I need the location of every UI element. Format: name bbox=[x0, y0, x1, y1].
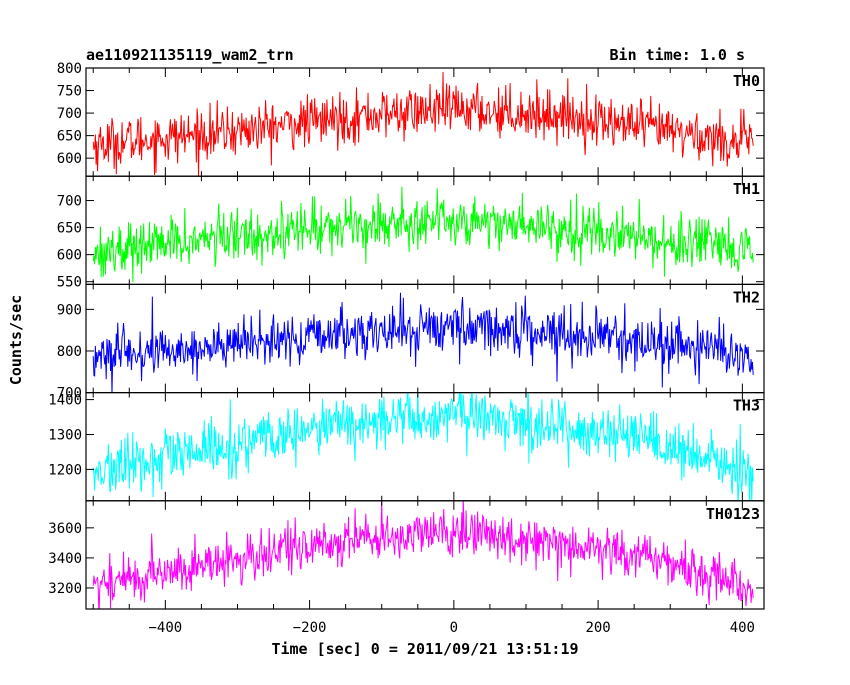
lightcurve-line-th3 bbox=[92, 392, 754, 501]
y-tick-label: 700 bbox=[57, 386, 82, 402]
x-tick-label: 400 bbox=[730, 620, 755, 636]
x-tick-label: −400 bbox=[148, 620, 182, 636]
y-tick-label: 1200 bbox=[48, 462, 82, 478]
lightcurve-line-th2 bbox=[92, 292, 754, 393]
panel-th3: 1200 1300 1400 TH3 bbox=[48, 392, 765, 502]
y-tick-label: 900 bbox=[57, 302, 82, 318]
panels-group: 600 650 700 750 800 TH0 550 600 650 700 TH1 700 800 9… bbox=[48, 61, 765, 636]
y-tick-label: 550 bbox=[57, 275, 82, 291]
y-tick-label: 3200 bbox=[48, 581, 82, 597]
panel-label: TH0123 bbox=[706, 505, 760, 523]
chart-title: ae110921135119_wam2_trn bbox=[86, 46, 294, 64]
x-tick-label: 200 bbox=[585, 620, 610, 636]
bin-time-label: Bin time: 1.0 s bbox=[610, 46, 745, 64]
y-axis-label: Counts/sec bbox=[7, 295, 25, 385]
y-tick-label: 700 bbox=[57, 106, 82, 122]
y-tick-label: 700 bbox=[57, 194, 82, 210]
y-tick-label: 600 bbox=[57, 151, 82, 167]
panel-label: TH2 bbox=[733, 288, 760, 306]
y-tick-label: 1400 bbox=[48, 393, 82, 409]
panel-th0123: 3200 3400 3600 TH0123 bbox=[48, 500, 765, 610]
panel-frame bbox=[85, 500, 765, 610]
lightcurve-line-th0123 bbox=[92, 500, 754, 609]
panel-label: TH3 bbox=[733, 397, 760, 415]
panel-th1: 550 600 650 700 TH1 bbox=[57, 175, 765, 291]
panel-frame bbox=[85, 392, 765, 502]
x-tick-label: 0 bbox=[450, 620, 458, 636]
panel-label: TH0 bbox=[733, 72, 760, 90]
y-tick-label: 3600 bbox=[48, 521, 82, 537]
y-tick-label: 650 bbox=[57, 129, 82, 145]
y-tick-label: 750 bbox=[57, 84, 82, 100]
y-tick-label: 600 bbox=[57, 248, 82, 264]
x-tick-label: −200 bbox=[293, 620, 327, 636]
y-tick-label: 650 bbox=[57, 221, 82, 237]
lightcurve-line-th1 bbox=[92, 186, 754, 283]
y-tick-label: 3400 bbox=[48, 551, 82, 567]
y-tick-label: 800 bbox=[57, 61, 82, 77]
lightcurve-line-th0 bbox=[92, 71, 754, 177]
y-tick-label: 800 bbox=[57, 344, 82, 360]
panel-th2: 700 800 900 TH2 bbox=[57, 283, 765, 402]
y-tick-label: 1300 bbox=[48, 427, 82, 443]
x-axis-label: Time [sec] 0 = 2011/09/21 13:51:19 bbox=[271, 640, 578, 658]
panel-label: TH1 bbox=[733, 180, 760, 198]
panel-th0: 600 650 700 750 800 TH0 bbox=[57, 61, 765, 177]
